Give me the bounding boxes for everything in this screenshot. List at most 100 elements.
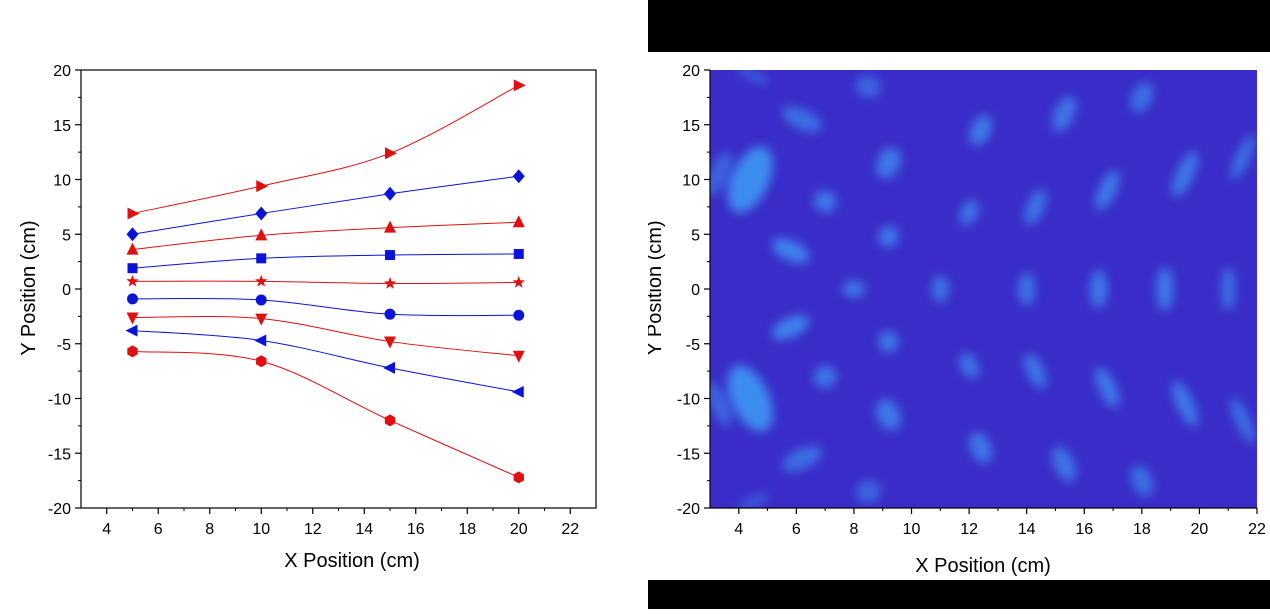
triangle-left-marker (254, 334, 267, 347)
series-line (132, 316, 519, 357)
heatmap-panel: 4 6 8 10 12 14 16 18 20 22 -20 -15 -10 -5 0 5 10 15 20 X P… (648, 0, 1270, 609)
bottom-black-bar (648, 580, 1270, 609)
x-tick-label: 20 (1191, 521, 1209, 538)
x-tick-label: 14 (1018, 521, 1036, 538)
hexagon-marker (513, 471, 524, 484)
y-tick-label: 0 (691, 282, 700, 299)
triangle-up-marker (384, 220, 396, 233)
triangle-left-marker (383, 361, 395, 374)
x-tick-label: 18 (458, 521, 476, 538)
series-line (132, 253, 519, 269)
y-tick-label: 20 (682, 63, 700, 80)
x-tick-label: 16 (407, 521, 425, 538)
y-tick-label: 5 (62, 227, 71, 244)
intensity-lobe (1051, 446, 1077, 483)
intensity-lobe (1156, 267, 1174, 311)
x-tick-label: 6 (154, 521, 163, 538)
intensity-lobe (842, 280, 866, 298)
series-triangle-down (126, 312, 525, 363)
series-triangle-left (125, 324, 524, 398)
series-line (132, 221, 519, 251)
x-axis-title: X Position (cm) (915, 555, 1051, 577)
star-marker (255, 274, 268, 287)
triangle-left-marker (511, 385, 524, 398)
intensity-lobe (855, 75, 881, 98)
diamond-marker (255, 206, 268, 221)
circle-marker (384, 308, 396, 320)
intensity-lobe (710, 151, 732, 197)
intensity-lobe (727, 146, 773, 213)
series-star (126, 274, 525, 289)
intensity-lobe (1095, 170, 1120, 211)
diamond-marker (126, 227, 139, 242)
heatmap-intensity-layer (710, 70, 1255, 508)
intensity-lobe (782, 445, 823, 472)
triangle-left-marker (125, 324, 138, 337)
x-tick-label: 12 (960, 521, 978, 538)
top-black-bar (648, 0, 1270, 52)
series-hexagon (127, 345, 524, 484)
hexagon-marker (127, 345, 138, 358)
star-marker (126, 274, 139, 287)
series-diamond (126, 169, 525, 242)
hexagon-marker (256, 355, 267, 368)
line-chart: 4 6 8 10 12 14 16 18 20 22 -20 -15 -10 -5 0 5 10 15 20 X P… (18, 63, 597, 572)
x-tick-label: 22 (1248, 521, 1266, 538)
intensity-lobe (878, 225, 899, 248)
triangle-down-marker (255, 313, 268, 326)
star-marker (383, 277, 397, 289)
intensity-lobe (1024, 189, 1047, 225)
square-marker (127, 263, 138, 274)
x-tick-label: 22 (561, 521, 579, 538)
triangle-up-marker (512, 215, 525, 228)
y-tick-label: -5 (686, 337, 700, 354)
triangle-right-marker (127, 207, 140, 220)
intensity-lobe (1230, 397, 1255, 443)
y-axis-title: Y Position (cm) (648, 220, 666, 355)
y-tick-label: -15 (677, 446, 700, 463)
x-tick-label: 10 (252, 521, 270, 538)
intensity-lobe (813, 190, 837, 213)
intensity-lobe (959, 352, 979, 379)
intensity-lobe (969, 432, 993, 464)
square-marker (513, 248, 524, 259)
intensity-lobe (1018, 272, 1036, 306)
series-circle (127, 293, 525, 321)
intensity-lobe (1171, 151, 1199, 197)
triangle-up-marker (126, 242, 139, 255)
intensity-lobe (875, 399, 902, 431)
y-tick-label: -5 (57, 337, 71, 354)
circle-marker (513, 309, 525, 321)
y-tick-label: -20 (48, 501, 71, 518)
triangle-up-marker (255, 228, 268, 241)
series-line (132, 84, 519, 214)
intensity-lobe (710, 381, 732, 427)
x-tick-label: 8 (849, 521, 858, 538)
triangle-down-marker (126, 312, 139, 325)
intensity-lobe (875, 147, 902, 179)
series-line (132, 298, 519, 317)
diamond-marker (384, 186, 396, 201)
x-tick-label: 16 (1075, 521, 1093, 538)
intensity-lobe (855, 480, 881, 503)
y-tick-label: 20 (53, 63, 71, 80)
intensity-lobe (1095, 367, 1120, 408)
intensity-lobe (727, 365, 773, 432)
intensity-lobe (959, 199, 979, 226)
x-tick-label: 14 (355, 521, 373, 538)
x-axis-title: X Position (cm) (284, 550, 420, 572)
hexagon-marker (384, 414, 396, 427)
y-tick-label: 5 (691, 227, 700, 244)
intensity-lobe (1024, 353, 1047, 389)
x-tick-label: 4 (734, 521, 743, 538)
x-tick-label: 20 (510, 521, 528, 538)
y-tick-label: 15 (53, 118, 71, 135)
square-marker (385, 250, 395, 261)
star-marker (512, 275, 525, 288)
intensity-lobe (1221, 267, 1236, 311)
intensity-lobe (771, 314, 810, 340)
series-line (132, 175, 519, 235)
intensity-lobe (737, 70, 770, 85)
square-marker (256, 253, 267, 264)
intensity-lobe (969, 114, 993, 146)
